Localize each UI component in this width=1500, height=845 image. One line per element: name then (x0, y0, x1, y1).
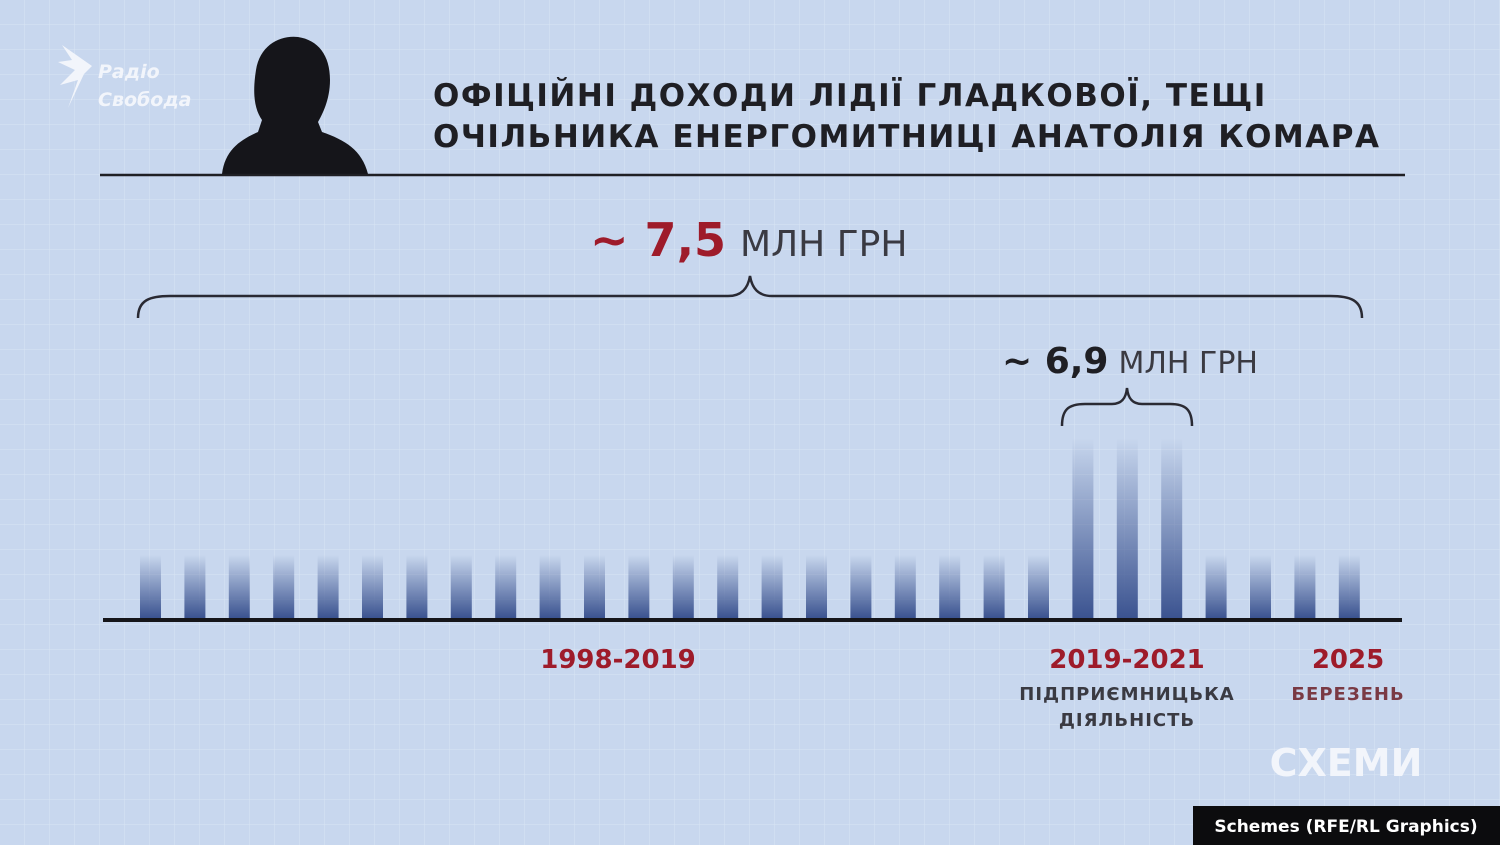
bar (1205, 555, 1227, 618)
total-label: ~ 7,5 МЛН ГРН (590, 213, 907, 267)
period-label: 2019-2021 (1049, 645, 1205, 675)
bar (539, 555, 561, 618)
bar (717, 555, 739, 618)
bar (317, 555, 339, 618)
bars (140, 438, 1360, 618)
credit-box (1193, 806, 1500, 845)
bar (672, 555, 694, 618)
bar (761, 555, 783, 618)
bar (228, 555, 250, 618)
bar (1294, 555, 1316, 618)
logo-text: Радіо (98, 61, 160, 83)
period-note: ПІДПРИЄМНИЦЬКА (1019, 684, 1234, 705)
bar (1116, 438, 1138, 618)
bar (495, 555, 517, 618)
bar (983, 555, 1005, 618)
brand: СХЕМИ (1270, 741, 1423, 785)
bar (450, 555, 472, 618)
title: ОЧІЛЬНИКА ЕНЕРГОМИТНИЦІ АНАТОЛІЯ КОМАРА (433, 119, 1380, 155)
bar (1028, 555, 1049, 618)
logo-text: Свобода (98, 89, 192, 111)
logo-icon (58, 45, 92, 108)
brace (136, 275, 1364, 319)
bar (1338, 555, 1360, 618)
bar (584, 555, 605, 618)
bar (140, 555, 161, 618)
brace (1060, 387, 1194, 427)
silhouette (222, 36, 368, 174)
bar (850, 555, 872, 618)
title: ОФІЦІЙНІ ДОХОДИ ЛІДІЇ ГЛАДКОВОЇ, ТЕЩІ (433, 78, 1267, 114)
bar (1161, 438, 1183, 618)
period-note: БЕРЕЗЕНЬ (1291, 684, 1404, 705)
period-label: 2025 (1312, 645, 1384, 675)
bar (1250, 555, 1271, 618)
bar (894, 555, 916, 618)
business-label: ~ 6,9 МЛН ГРН (1002, 341, 1258, 382)
bar (273, 555, 295, 618)
bar (1072, 438, 1094, 618)
bar (628, 555, 650, 618)
bar (806, 555, 827, 618)
period-note: ДІЯЛЬНІСТЬ (1059, 710, 1195, 731)
logo: Радіо Свобода (58, 45, 192, 111)
bar (362, 555, 383, 618)
bar (184, 555, 206, 618)
credit: Schemes (RFE/RL Graphics) (1214, 817, 1477, 837)
bar (406, 555, 428, 618)
bar (939, 555, 961, 618)
period-label: 1998-2019 (540, 645, 696, 675)
